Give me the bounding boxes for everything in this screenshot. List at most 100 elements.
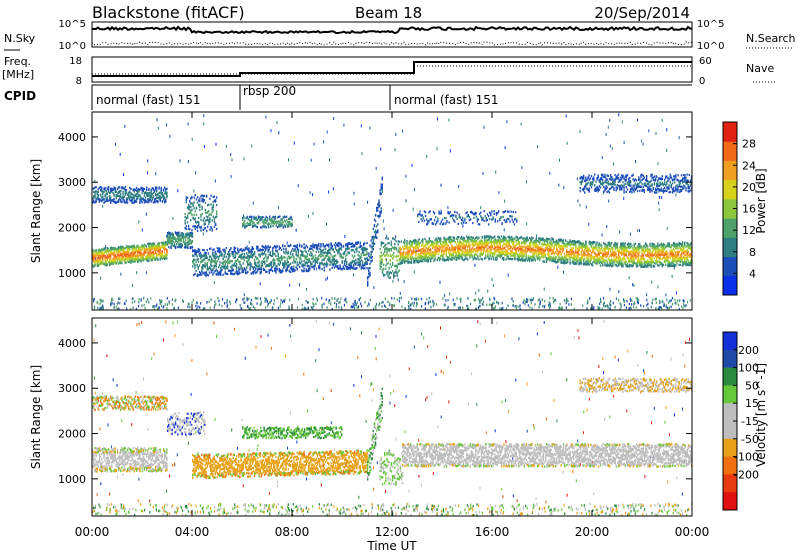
- range-gate-cell: [389, 254, 391, 257]
- range-gate-cell: [411, 243, 414, 246]
- range-gate-cell: [235, 259, 238, 262]
- range-gate-cell: [205, 272, 207, 275]
- range-gate-cell: [261, 264, 264, 267]
- range-gate-cell: [666, 128, 668, 132]
- range-gate-cell: [628, 307, 630, 310]
- range-gate-cell: [111, 297, 113, 300]
- range-gate-cell: [462, 238, 464, 241]
- range-gate-cell: [142, 245, 144, 248]
- range-gate-cell: [339, 252, 341, 255]
- range-gate-cell: [243, 249, 246, 252]
- range-gate-cell: [488, 303, 491, 306]
- range-gate-cell: [397, 240, 399, 243]
- range-gate-cell: [212, 215, 214, 218]
- range-gate-cell: [157, 126, 159, 130]
- range-gate-cell: [248, 222, 251, 225]
- range-gate-cell: [182, 236, 185, 239]
- range-gate-cell: [469, 256, 471, 259]
- range-gate-cell: [469, 253, 471, 257]
- range-gate-cell: [359, 244, 361, 247]
- range-gate-cell: [193, 189, 195, 193]
- range-gate-cell: [162, 255, 165, 258]
- range-gate-cell: [124, 188, 126, 191]
- range-gate-cell: [478, 243, 480, 246]
- range-gate-cell: [324, 251, 327, 254]
- range-gate-cell: [292, 270, 294, 273]
- range-gate-cell: [135, 249, 138, 252]
- range-gate-cell: [390, 249, 393, 252]
- range-gate-cell: [348, 247, 350, 250]
- range-gate-cell: [143, 198, 146, 202]
- range-gate-cell: [139, 201, 141, 204]
- range-gate-cell: [195, 269, 197, 273]
- range-gate-cell: [242, 216, 244, 219]
- range-gate-cell: [283, 251, 285, 254]
- range-gate-cell: [226, 252, 229, 255]
- range-gate-cell: [524, 300, 526, 304]
- range-gate-cell: [393, 276, 395, 279]
- range-gate-cell: [406, 255, 408, 258]
- range-gate-cell: [240, 254, 242, 257]
- range-gate-cell: [304, 306, 306, 310]
- range-gate-cell: [364, 262, 366, 265]
- range-gate-cell: [425, 246, 427, 250]
- range-gate-cell: [526, 180, 527, 184]
- range-gate-cell: [125, 253, 128, 256]
- range-gate-cell: [352, 245, 355, 248]
- range-gate-cell: [158, 306, 160, 310]
- range-gate-cell: [243, 301, 245, 304]
- range-gate-cell: [94, 201, 96, 204]
- range-gate-cell: [142, 253, 144, 256]
- range-gate-cell: [298, 243, 301, 246]
- range-gate-cell: [355, 267, 357, 270]
- range-gate-cell: [205, 274, 207, 277]
- range-gate-cell: [436, 303, 438, 306]
- range-gate-cell: [385, 243, 387, 246]
- range-gate-cell: [157, 250, 159, 253]
- range-gate-cell: [477, 306, 479, 309]
- range-gate-cell: [289, 217, 291, 220]
- range-gate-cell: [425, 259, 427, 262]
- range-gate-cell: [285, 262, 287, 265]
- range-gate-cell: [422, 258, 424, 262]
- range-gate-cell: [420, 260, 423, 263]
- range-gate-cell: [258, 263, 260, 266]
- range-gate-cell: [320, 262, 322, 265]
- range-gate-cell: [334, 301, 336, 305]
- cpid-segment-1: normal (fast) 151: [96, 93, 200, 107]
- range-gate-cell: [359, 256, 361, 259]
- range-gate-cell: [274, 262, 276, 265]
- range-gate-cell: [110, 196, 112, 199]
- range-gate-cell: [171, 240, 173, 243]
- range-gate-cell: [92, 251, 94, 254]
- range-gate-cell: [322, 248, 324, 251]
- noise-panel: [91, 21, 693, 48]
- range-gate-cell: [117, 186, 120, 189]
- range-gate-cell: [409, 256, 411, 260]
- nave-trace: [92, 65, 692, 75]
- range-gate-cell: [196, 307, 198, 311]
- range-gate-cell: [212, 196, 214, 199]
- range-gate-cell: [190, 211, 192, 214]
- range-gate-cell: [336, 265, 338, 268]
- range-gate-cell: [240, 266, 242, 269]
- range-gate-cell: [640, 304, 642, 307]
- range-gate-cell: [168, 302, 170, 305]
- range-gate-cell: [219, 272, 221, 275]
- range-gate-cell: [93, 201, 95, 204]
- range-gate-cell: [138, 249, 140, 252]
- range-gate-cell: [379, 210, 381, 213]
- range-gate-cell: [379, 212, 381, 215]
- range-gate-cell: [197, 249, 199, 252]
- range-gate-cell: [411, 246, 414, 249]
- range-gate-cell: [404, 240, 406, 243]
- range-gate-cell: [376, 225, 378, 228]
- range-gate-cell: [291, 222, 293, 225]
- range-gate-cell: [449, 239, 451, 242]
- range-gate-cell: [350, 262, 352, 265]
- range-gate-cell: [278, 263, 280, 267]
- range-gate-cell: [354, 267, 356, 270]
- range-gate-cell: [157, 258, 159, 261]
- range-gate-cell: [345, 260, 347, 263]
- range-gate-cell: [243, 157, 245, 161]
